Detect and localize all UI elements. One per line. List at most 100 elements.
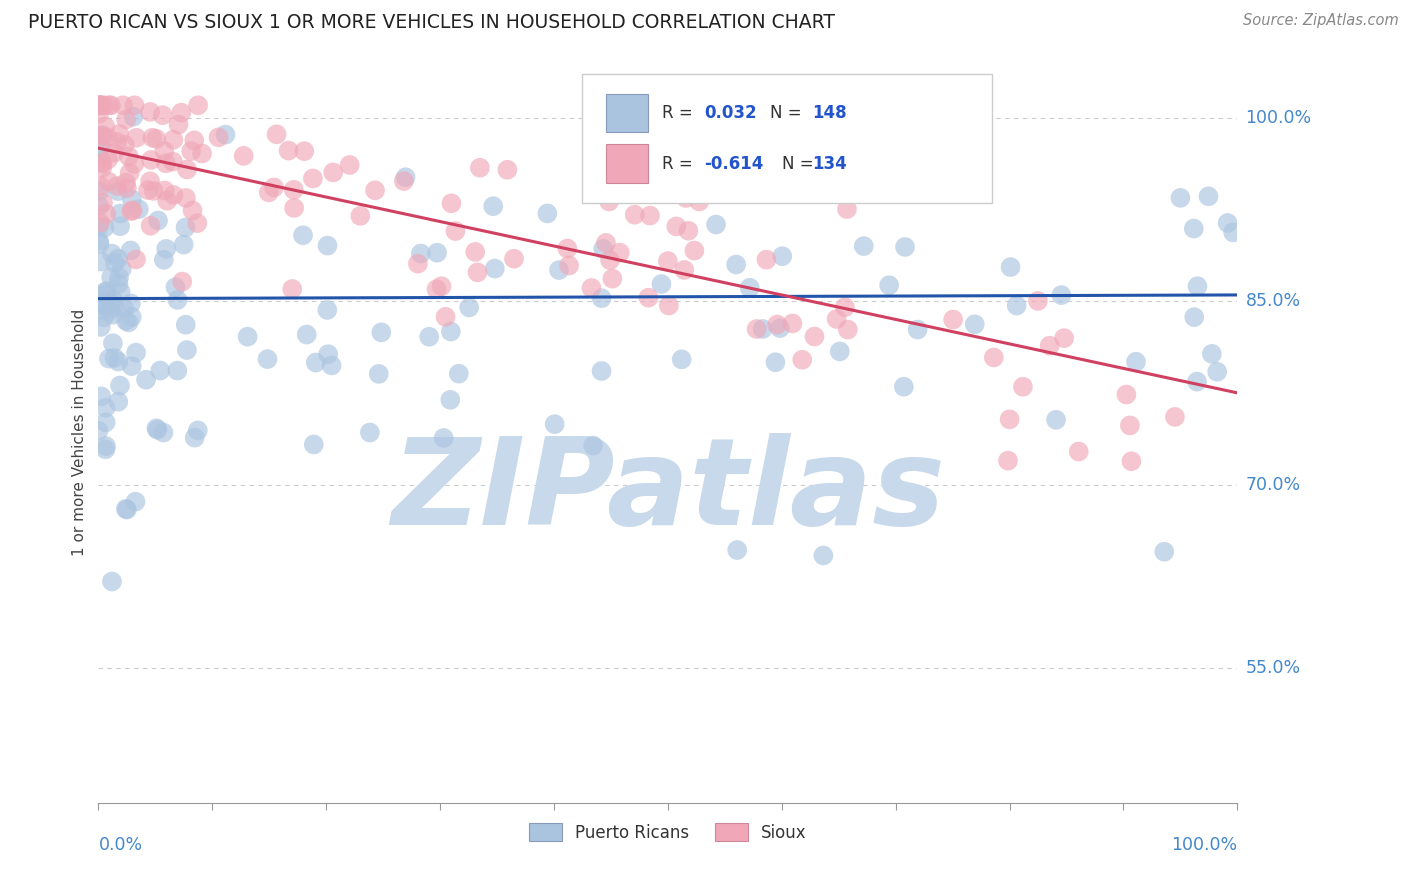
Point [1201,347,1223,361]
Point [983,351,1005,365]
Point [602,271,624,285]
Point [503,252,526,266]
Point [458,301,481,315]
Point [91,156,114,170]
Point [191,146,214,161]
Point [121,203,143,218]
Point [893,380,915,394]
Point [93,298,115,312]
Point [174,191,197,205]
Point [108,378,131,392]
Point [558,259,581,273]
Point [139,174,162,188]
Point [339,158,361,172]
Point [115,501,138,516]
Point [115,176,138,190]
Text: PUERTO RICAN VS SIOUX 1 OR MORE VEHICLES IN HOUSEHOLD CORRELATION CHART: PUERTO RICAN VS SIOUX 1 OR MORE VEHICLES… [28,13,835,32]
Point [89,98,111,112]
Point [90,254,112,268]
Text: 55.0%: 55.0% [1246,659,1301,677]
Point [782,317,804,331]
Point [93,310,115,325]
Point [599,253,621,268]
Point [87,219,110,234]
Point [657,254,679,268]
Point [434,310,457,324]
Point [87,234,110,248]
Point [292,228,315,243]
Point [557,242,579,256]
Point [111,262,134,277]
Point [751,322,773,336]
Point [89,199,111,213]
Point [1119,418,1142,433]
Point [439,392,461,407]
Point [316,238,339,252]
Point [433,431,456,445]
Point [162,154,184,169]
Point [963,318,986,332]
Point [688,194,710,209]
Point [828,344,851,359]
Point [207,130,229,145]
Point [322,165,344,179]
Text: 85.0%: 85.0% [1246,292,1301,310]
Point [266,128,288,142]
Point [440,196,463,211]
Point [110,285,132,299]
Point [997,453,1019,467]
Point [468,161,491,175]
Point [858,114,880,128]
Point [256,352,278,367]
Point [118,149,141,163]
Point [115,181,138,195]
FancyBboxPatch shape [582,73,993,203]
FancyBboxPatch shape [606,145,648,183]
Text: N =: N = [782,154,818,172]
Point [174,220,197,235]
Point [942,312,965,326]
Point [440,325,463,339]
Point [101,574,124,589]
Point [94,442,117,457]
Point [90,98,112,112]
Point [591,364,613,378]
Point [89,303,111,318]
Text: 148: 148 [813,104,846,122]
Point [1216,216,1239,230]
Point [409,246,432,260]
Point [97,175,120,189]
Point [766,318,789,332]
Point [108,219,131,234]
Text: ZIPatlas: ZIPatlas [391,434,945,550]
Point [107,277,129,291]
Point [155,156,177,170]
Point [104,256,127,270]
Text: -0.614: -0.614 [704,154,763,172]
Point [349,209,371,223]
Point [165,280,187,294]
Point [118,166,141,180]
Point [152,425,174,440]
Point [430,279,453,293]
Point [364,183,387,197]
Point [94,415,117,429]
Text: 100.0%: 100.0% [1171,836,1237,855]
Point [1000,260,1022,274]
Point [103,299,125,313]
Point [100,296,122,310]
Point [496,162,519,177]
Point [135,373,157,387]
Point [94,120,117,134]
Point [406,257,429,271]
Text: Source: ZipAtlas.com: Source: ZipAtlas.com [1243,13,1399,29]
Point [907,323,929,337]
Point [281,282,304,296]
Point [665,219,688,234]
Point [114,137,136,152]
Point [90,389,112,403]
Point [813,549,835,563]
Point [770,249,793,263]
Point [1198,189,1220,203]
Point [181,203,204,218]
